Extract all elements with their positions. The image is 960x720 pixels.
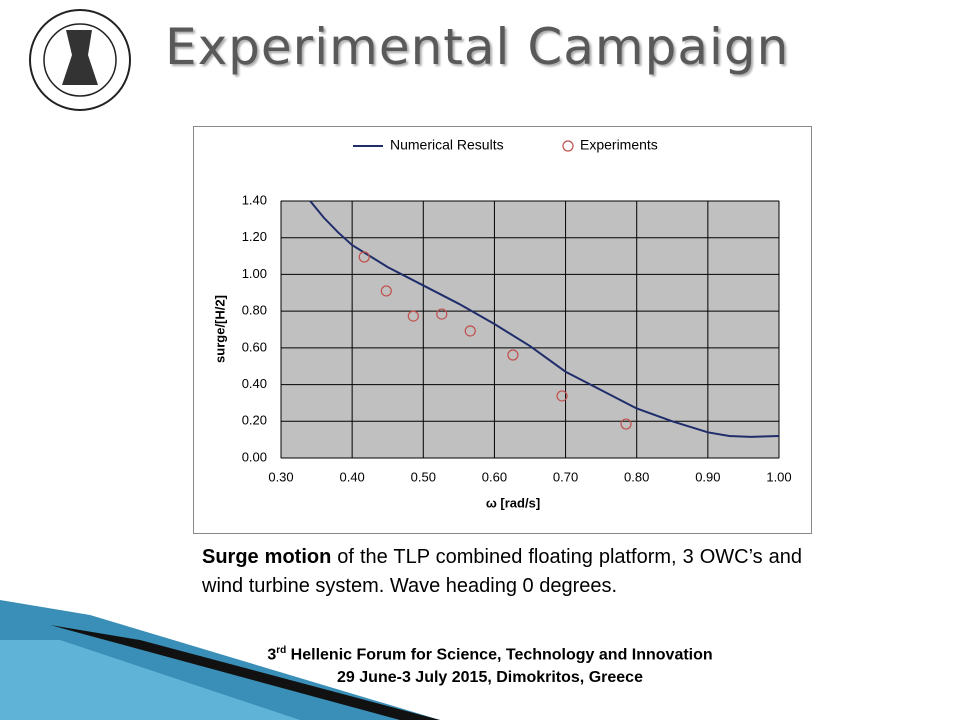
x-tick-label: 0.80 xyxy=(624,469,649,484)
x-tick-label: 0.50 xyxy=(411,469,436,484)
footer-number: 3 xyxy=(267,646,277,664)
y-tick-label: 1.40 xyxy=(242,192,267,207)
swoosh xyxy=(0,640,300,720)
legend-label: Experiments xyxy=(580,137,658,153)
footer-text: Hellenic Forum for Science, Technology a… xyxy=(286,646,713,664)
y-tick-label: 1.00 xyxy=(242,266,267,281)
x-tick-label: 0.30 xyxy=(268,469,293,484)
logo xyxy=(62,30,98,85)
caption: Surge motion of the TLP combined floatin… xyxy=(202,543,802,601)
x-tick-label: 0.40 xyxy=(339,469,364,484)
data-point xyxy=(436,308,448,320)
data-point xyxy=(464,325,476,337)
y-axis-title: surge/[H/2] xyxy=(212,295,227,363)
caption-bold: Surge motion xyxy=(202,546,332,568)
y-tick-label: 0.60 xyxy=(242,339,267,354)
logo xyxy=(43,23,117,97)
legend-swatch xyxy=(562,140,574,152)
y-tick-label: 0.00 xyxy=(242,449,267,464)
y-tick-label: 1.20 xyxy=(242,229,267,244)
data-point xyxy=(380,285,392,297)
logo xyxy=(29,9,131,111)
y-tick-label: 0.40 xyxy=(242,376,267,391)
data-line xyxy=(309,200,780,438)
caption-text: of the TLP combined floating platform, 3… xyxy=(202,546,802,597)
slide-title: Experimental Campaign xyxy=(165,18,790,76)
chart: ω [rad/s] surge/[H/2] 0.00 0.20 0.40 0.60 0.… xyxy=(193,126,812,534)
legend-label: Numerical Results xyxy=(390,137,504,153)
data-point xyxy=(556,390,568,402)
swoosh-dark xyxy=(50,625,440,720)
y-tick-label: 0.80 xyxy=(242,303,267,318)
x-tick-label: 0.70 xyxy=(553,469,578,484)
data-point xyxy=(620,418,632,430)
x-axis-title: ω [rad/s] xyxy=(486,495,540,510)
footer-superscript: rd xyxy=(276,645,287,656)
x-tick-label: 0.90 xyxy=(695,469,720,484)
footer-line: 3rd Hellenic Forum for Science, Technolo… xyxy=(180,639,800,666)
footer-line: 29 June-3 July 2015, Dimokritos, Greece xyxy=(337,669,643,687)
footer: 3rd Hellenic Forum for Science, Technolo… xyxy=(180,639,800,689)
data-point xyxy=(507,349,519,361)
data-point xyxy=(407,310,419,322)
x-tick-label: 1.00 xyxy=(766,469,791,484)
x-tick-label: 0.60 xyxy=(482,469,507,484)
y-tick-label: 0.20 xyxy=(242,413,267,428)
plot-area xyxy=(280,200,780,459)
data-point xyxy=(358,251,370,263)
